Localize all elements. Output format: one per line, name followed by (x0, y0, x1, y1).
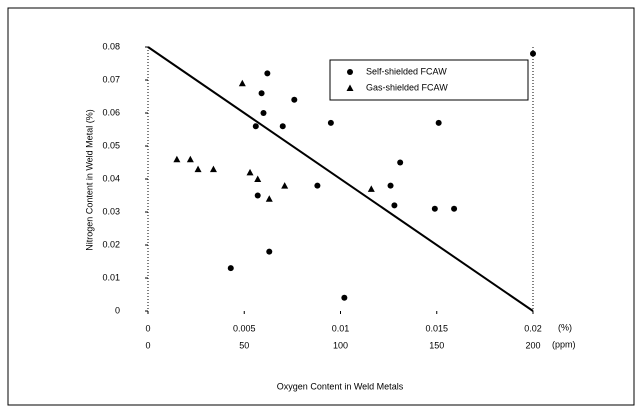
trend-line (147, 46, 534, 312)
y-tick-label: 0 (115, 305, 120, 315)
point (246, 168, 254, 176)
y-tick-label: 0.04 (102, 173, 120, 183)
x2-tick-label: 150 (429, 340, 444, 350)
point (279, 123, 286, 130)
point (186, 155, 194, 163)
x2-tick-label: 0 (145, 340, 150, 350)
frame (7, 7, 635, 406)
x-tick-label: 0.01 (332, 323, 350, 333)
x-tick-label: 0.02 (524, 323, 542, 333)
y-axis-label: Nitrogen Content in Weld Metal (%) (84, 109, 94, 250)
y-tick-label: 0.05 (102, 140, 120, 150)
point (341, 294, 348, 301)
point (391, 202, 398, 209)
point (451, 205, 458, 212)
legend-box (329, 59, 529, 101)
legend-label: Self-shielded FCAW (366, 66, 447, 76)
point (265, 195, 273, 202)
y-tick-label: 0.02 (102, 239, 120, 249)
point (238, 79, 246, 87)
point (291, 96, 298, 103)
point (530, 50, 536, 57)
point (252, 123, 259, 130)
point (264, 70, 271, 77)
y-tick-label: 0.06 (102, 107, 120, 117)
point (387, 182, 394, 189)
point (227, 265, 234, 272)
point (254, 192, 261, 199)
x-tick-label: 0.015 (425, 323, 448, 333)
x-tick-label: 0 (145, 323, 150, 333)
point (194, 165, 202, 173)
point (314, 182, 321, 189)
legend-label: Gas-shielded FCAW (366, 82, 448, 92)
point (209, 165, 217, 173)
legend-marker (347, 69, 353, 75)
point (367, 185, 375, 192)
point (260, 110, 267, 116)
point (397, 159, 404, 166)
x-unit: (%) (558, 322, 572, 332)
point (173, 155, 181, 163)
point (435, 119, 442, 126)
y-tick-label: 0.01 (102, 272, 120, 282)
x2-tick-label: 100 (333, 340, 348, 350)
legend-marker (346, 84, 354, 91)
x-axis-label: Oxygen Content in Weld Metals (277, 381, 404, 391)
point (431, 205, 438, 212)
x-tick-label: 0.005 (233, 323, 256, 333)
x2-tick-label: 50 (239, 340, 249, 350)
x2-tick-label: 200 (525, 340, 540, 350)
y-tick-label: 0.08 (102, 41, 120, 51)
y-tick-label: 0.03 (102, 206, 120, 216)
point (254, 175, 262, 182)
point (266, 248, 273, 255)
x2-unit: (ppm) (552, 339, 576, 349)
point (327, 119, 334, 126)
point (258, 90, 265, 97)
y-tick-label: 0.07 (102, 74, 120, 84)
point (281, 182, 289, 189)
